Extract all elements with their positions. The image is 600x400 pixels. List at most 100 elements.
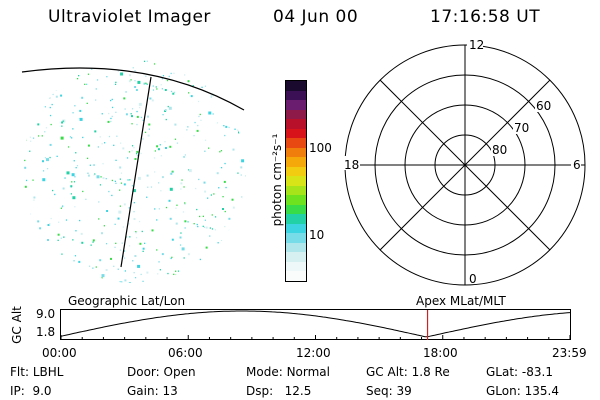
uv-speckle [39,227,42,230]
uv-speckle [248,154,251,157]
uv-speckle [18,128,20,130]
mlt-label-18: 18 [344,158,359,172]
uv-speckle [158,182,160,184]
uv-speckle [169,217,172,220]
uv-speckle [117,268,119,270]
uv-speckle [211,228,214,230]
uv-speckle [240,174,242,176]
uv-speckle [78,75,80,77]
uv-speckle [44,106,46,108]
uv-speckle [245,204,246,206]
uv-speckle [168,75,170,78]
uv-speckle [95,266,97,268]
uv-speckle [74,206,76,208]
uv-speckle [223,65,225,68]
glat-value: -83.1 [521,365,553,379]
uv-speckle [225,186,227,189]
uv-speckle [134,158,137,160]
uv-speckle [39,72,41,75]
uv-speckle [132,260,134,262]
uv-speckle [22,111,23,114]
meridian-line [120,76,152,268]
uv-speckle [87,172,89,174]
uv-speckle [22,126,24,129]
uv-speckle [20,100,21,101]
uv-speckle [57,63,59,65]
uv-speckle [114,223,116,225]
uv-speckle [29,150,31,152]
uv-speckle [25,106,28,109]
uv-speckle [113,265,115,267]
uv-speckle [229,256,231,259]
uv-speckle [242,198,244,200]
uv-speckle [216,172,219,175]
uv-speckle [70,274,72,276]
uv-speckle [51,103,53,106]
uv-speckle [224,225,226,228]
uv-speckle [44,244,46,246]
uv-speckle [183,186,185,188]
uv-speckle [65,72,68,75]
uv-speckle [81,96,84,99]
uv-speckle [154,150,156,152]
uv-speckle [131,115,133,118]
uv-speckle [141,230,143,233]
ip-value: 9.0 [32,384,52,398]
uv-speckle [79,219,81,222]
uv-speckle [171,238,174,241]
uv-speckle [101,277,103,279]
uv-speckle [204,219,206,221]
uv-speckle [170,257,172,260]
uv-speckle [137,176,141,180]
uv-speckle [81,277,83,280]
uv-speckle [210,93,214,97]
uv-speckle [245,140,246,143]
uv-speckle [220,246,222,248]
uv-speckle [196,208,198,211]
uv-speckle [74,105,76,107]
uv-speckle [233,254,235,257]
uv-speckle [49,156,51,159]
uv-speckle [65,219,68,221]
uv-speckle [195,187,197,190]
uv-speckle [144,131,147,133]
uv-speckle [25,179,28,182]
uv-speckle [195,60,197,63]
uv-speckle [111,98,113,101]
mlt-label-0: 0 [469,272,477,286]
uv-speckle [94,61,96,63]
uv-speckle [37,88,39,90]
status-dsp: Dsp: 12.5 [246,384,312,398]
uv-speckle [163,285,165,287]
colorbar-tick-10: 10 [309,228,325,242]
uv-speckle [42,178,46,182]
uv-speckle [99,259,102,262]
polar-mlt-grid: 12 18 6 0 60 70 80 [342,37,586,286]
uv-speckle [209,227,211,229]
uv-speckle [97,146,99,148]
uv-speckle [154,208,156,210]
uv-speckle [49,114,52,117]
uv-speckle [219,151,221,153]
uv-speckle [128,207,130,209]
uv-speckle [45,99,47,101]
uv-speckle [73,181,76,183]
uv-speckle [136,150,139,153]
uv-speckle [74,255,77,257]
uv-speckle [146,83,148,85]
uv-speckle [21,238,22,239]
uv-speckle [173,273,175,275]
uv-disk-background [22,59,246,283]
uv-speckle [55,89,57,91]
uv-speckle [72,128,74,130]
uv-speckle [133,272,135,274]
uv-speckle [61,121,64,124]
uv-speckle [108,112,110,115]
uv-speckle [170,90,173,93]
uv-speckle [110,117,112,120]
uv-speckle [134,70,136,72]
uv-speckle [70,185,73,188]
uv-speckle [96,175,100,179]
colorbar-band [286,81,306,92]
uv-speckle [184,227,186,229]
